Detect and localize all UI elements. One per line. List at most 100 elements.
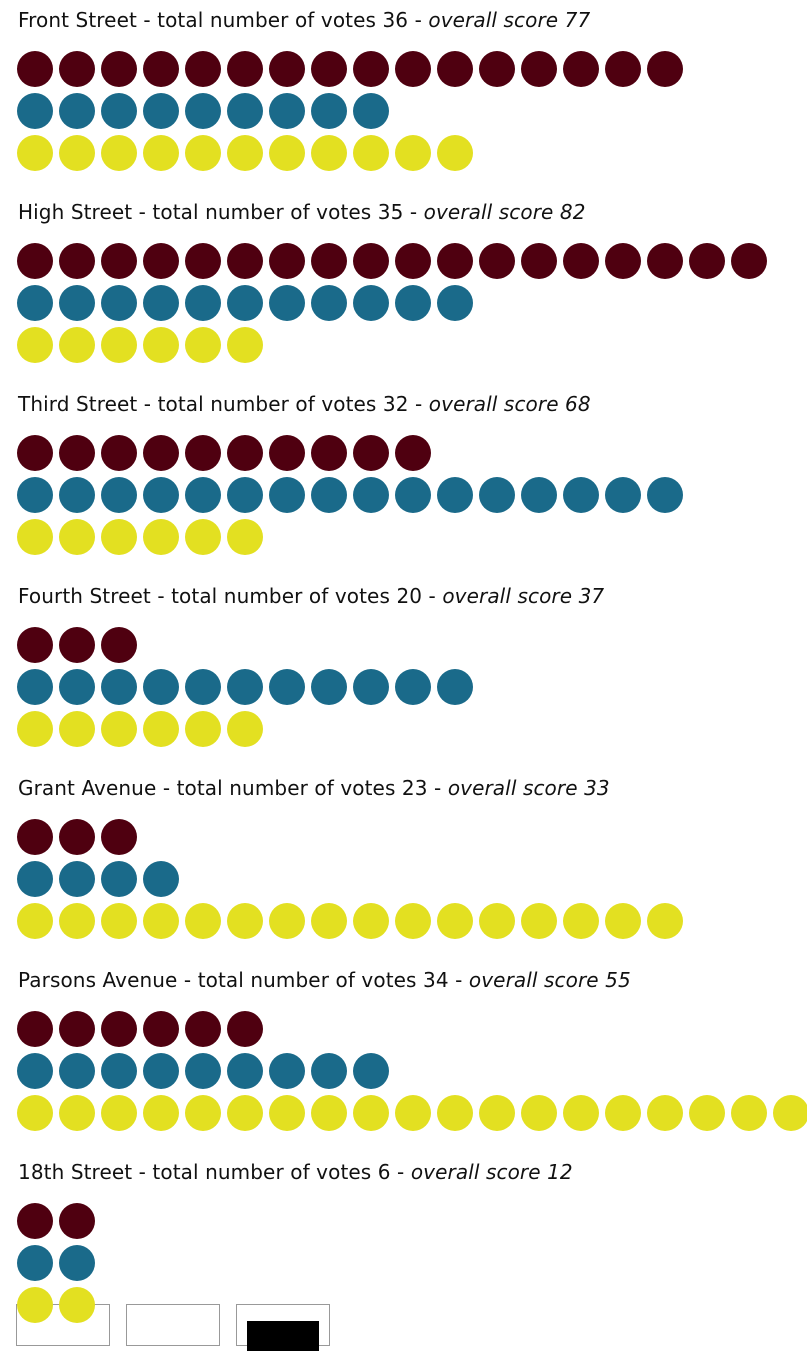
vote-dot (59, 93, 95, 129)
vote-dot (353, 51, 389, 87)
overall-score: overall score 82 (424, 200, 586, 224)
vote-dot (353, 285, 389, 321)
vote-dot (227, 435, 263, 471)
vote-dot (521, 51, 557, 87)
vote-dot (563, 477, 599, 513)
vote-dot (59, 285, 95, 321)
vote-dot (605, 903, 641, 939)
vote-dot (269, 285, 305, 321)
vote-dot (17, 627, 53, 663)
vote-dot (59, 669, 95, 705)
vote-dot (101, 135, 137, 171)
vote-dot (17, 477, 53, 513)
image-button[interactable] (126, 1304, 220, 1346)
vote-dot (143, 1053, 179, 1089)
vote-dot (17, 1287, 53, 1323)
vote-dot (185, 669, 221, 705)
vote-dot (185, 285, 221, 321)
vote-dot (353, 1053, 389, 1089)
vote-dot (353, 243, 389, 279)
vote-dot (17, 435, 53, 471)
vote-dot (437, 243, 473, 279)
vote-dot (17, 1203, 53, 1239)
vote-dot (311, 435, 347, 471)
vote-dot (59, 1011, 95, 1047)
overall-score: overall score 33 (448, 776, 610, 800)
vote-dot (17, 135, 53, 171)
vote-dot (101, 1053, 137, 1089)
heading-text: Parsons Avenue - total number of votes 3… (18, 968, 469, 992)
vote-dot (59, 477, 95, 513)
vote-dot (227, 711, 263, 747)
street-heading: Third Street - total number of votes 32 … (18, 392, 591, 416)
vote-dot (353, 477, 389, 513)
vote-dot (101, 627, 137, 663)
vote-dot (269, 1053, 305, 1089)
vote-dot (269, 477, 305, 513)
image-button[interactable] (236, 1304, 330, 1346)
vote-dot (227, 1095, 263, 1131)
vote-dot (143, 477, 179, 513)
vote-dot (17, 1095, 53, 1131)
vote-dot (143, 519, 179, 555)
vote-dot (227, 135, 263, 171)
vote-dot (437, 285, 473, 321)
vote-dot (731, 1095, 767, 1131)
vote-dot (605, 51, 641, 87)
vote-dot (479, 903, 515, 939)
heading-text: Front Street - total number of votes 36 … (18, 8, 428, 32)
overall-score: overall score 68 (429, 392, 591, 416)
vote-dot (143, 327, 179, 363)
vote-dot (101, 435, 137, 471)
vote-dot (101, 477, 137, 513)
vote-dot (563, 243, 599, 279)
vote-dot (563, 903, 599, 939)
street-heading: High Street - total number of votes 35 -… (18, 200, 586, 224)
vote-dot (227, 327, 263, 363)
vote-dot (647, 51, 683, 87)
vote-dot (59, 519, 95, 555)
vote-dot (353, 669, 389, 705)
vote-dot (59, 1245, 95, 1281)
vote-dot (17, 711, 53, 747)
vote-dot (101, 243, 137, 279)
vote-dot (395, 669, 431, 705)
vote-dot (521, 477, 557, 513)
vote-dot (59, 861, 95, 897)
vote-dot (605, 477, 641, 513)
vote-dot (395, 903, 431, 939)
vote-dot (17, 93, 53, 129)
vote-dot (563, 51, 599, 87)
vote-dot (185, 1095, 221, 1131)
vote-dot (101, 669, 137, 705)
vote-dot (101, 93, 137, 129)
vote-dot (227, 519, 263, 555)
street-heading: Grant Avenue - total number of votes 23 … (18, 776, 610, 800)
overall-score: overall score 77 (428, 8, 590, 32)
thumbnail (247, 1321, 319, 1351)
overall-score: overall score 12 (411, 1160, 573, 1184)
vote-dot (311, 135, 347, 171)
vote-dot (17, 285, 53, 321)
vote-dot (311, 1095, 347, 1131)
vote-dot (647, 243, 683, 279)
page: (() => { const data = JSON.parse(documen… (0, 0, 807, 1327)
vote-dot (311, 669, 347, 705)
vote-dot (605, 1095, 641, 1131)
vote-dot (227, 51, 263, 87)
vote-dot (17, 243, 53, 279)
vote-dot (185, 711, 221, 747)
vote-dot (101, 519, 137, 555)
vote-dot (101, 1011, 137, 1047)
vote-dot (227, 1053, 263, 1089)
heading-text: Grant Avenue - total number of votes 23 … (18, 776, 448, 800)
vote-dot (227, 93, 263, 129)
vote-dot (395, 285, 431, 321)
vote-dot (437, 669, 473, 705)
vote-dot (269, 1095, 305, 1131)
vote-dot (353, 1095, 389, 1131)
vote-dot (143, 669, 179, 705)
vote-dot (227, 477, 263, 513)
vote-dot (521, 243, 557, 279)
vote-dot (227, 903, 263, 939)
